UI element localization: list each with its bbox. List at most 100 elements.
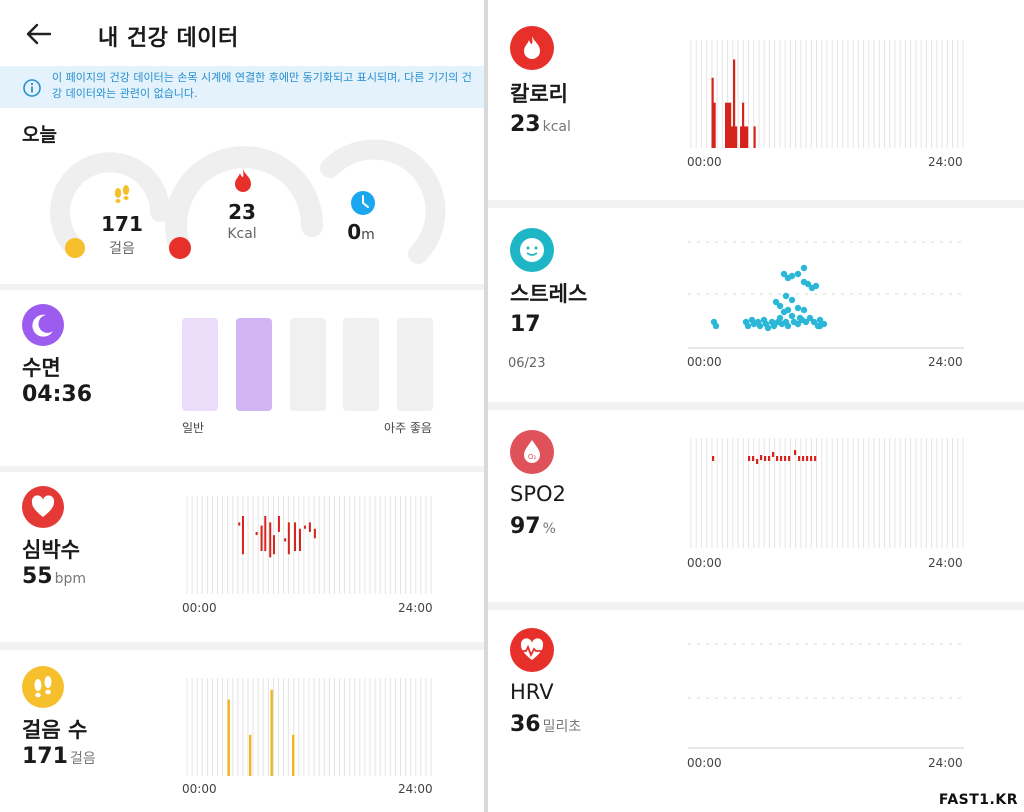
sleep-scale-high: 아주 좋음 — [384, 421, 432, 435]
stress-point — [806, 314, 814, 322]
footprints-icon — [22, 666, 64, 708]
heart-bar — [255, 531, 258, 536]
clock-gauge-icon — [350, 190, 376, 220]
spo2-icon-text: O₂ — [528, 453, 537, 461]
stress-point — [712, 322, 720, 330]
sleep-value: 04:36 — [22, 382, 93, 407]
left-pane: 내 건강 데이터 이 페이지의 건강 데이터는 손목 시계에 연결한 후에만 동… — [0, 0, 484, 812]
steps-bar — [249, 734, 252, 776]
calories-card[interactable]: 칼로리 23 kcal 00:00 24:00 — [488, 0, 1024, 200]
stress-chart — [688, 241, 964, 349]
heart-bar — [294, 522, 297, 552]
heart-x-end: 24:00 — [398, 601, 433, 615]
stress-point — [802, 318, 810, 326]
steps-gauge-icon — [112, 184, 132, 210]
steps-gauge-unit: 걸음 — [109, 241, 135, 257]
sleep-scale-low: 일반 — [182, 421, 205, 435]
calories-bar — [729, 102, 732, 148]
spo2-value: 97% — [510, 514, 556, 539]
spo2-x-end: 24:00 — [928, 556, 963, 570]
heart-bar — [284, 538, 287, 542]
calories-bar — [733, 59, 736, 148]
steps-x-start: 00:00 — [182, 782, 217, 796]
calories-bar — [744, 126, 747, 148]
stress-x-end: 24:00 — [928, 355, 963, 369]
stress-point — [800, 306, 808, 314]
today-summary-card[interactable]: 오늘 171 걸음 23 Kcal 0m — [0, 108, 484, 284]
calories-bar — [711, 77, 714, 148]
heart-bar — [303, 525, 306, 529]
stress-point — [788, 272, 796, 280]
stress-x-start: 00:00 — [687, 355, 722, 369]
steps-gauge-knob — [65, 238, 85, 258]
spo2-chart — [690, 438, 964, 548]
calories-gauge-unit: Kcal — [227, 226, 257, 242]
sleep-card[interactable]: 수면 04:36 일반 아주 좋음 — [0, 290, 484, 466]
stress-point — [772, 298, 780, 306]
sleep-bar — [397, 318, 433, 411]
calories-bar — [740, 126, 743, 148]
steps-gauge-value: 171 — [101, 212, 143, 236]
spo2-title: SPO2 — [510, 482, 566, 506]
spo2-mark — [780, 456, 783, 461]
sleep-title: 수면 — [22, 356, 61, 380]
heart-x-start: 00:00 — [182, 601, 217, 615]
stress-point — [782, 292, 790, 300]
stress-point — [796, 314, 804, 322]
sleep-bar — [343, 318, 379, 411]
hrv-title: HRV — [510, 680, 554, 704]
heart-bar — [269, 522, 272, 558]
activity-gauges — [50, 139, 446, 264]
steps-card[interactable]: 걸음 수 171 걸음 00:00 24:00 — [0, 650, 484, 812]
app-header: 내 건강 데이터 — [0, 0, 484, 66]
stress-point — [816, 322, 824, 330]
stress-point — [804, 280, 812, 288]
calories-bar — [746, 126, 749, 148]
heart-rate-chart — [186, 496, 432, 594]
calories-gauge-knob — [169, 237, 191, 259]
heart-icon — [22, 486, 64, 528]
heart-title: 심박수 — [22, 538, 80, 562]
spo2-card[interactable]: O₂ SPO2 97% 00:00 24:00 — [488, 410, 1024, 602]
heart-bar — [308, 522, 311, 532]
spo2-mark — [764, 456, 767, 461]
hrv-card[interactable]: HRV 36 밀리초 00:00 24:00 — [488, 610, 1024, 812]
hrv-value: 36 밀리초 — [510, 712, 582, 737]
calories-bar — [742, 102, 745, 148]
spo2-mark — [794, 450, 797, 455]
calories-bar — [731, 126, 734, 148]
spo2-mark — [784, 456, 787, 461]
steps-bar — [227, 699, 230, 776]
stress-point — [780, 270, 788, 278]
heart-bar — [264, 516, 267, 552]
watermark: FAST1.KR — [938, 792, 1018, 808]
back-arrow-icon[interactable] — [24, 20, 54, 48]
stress-point — [756, 322, 764, 330]
calories-title: 칼로리 — [510, 82, 568, 106]
smiley-face-icon — [510, 228, 554, 272]
stress-point — [776, 302, 784, 310]
spo2-mark — [788, 456, 791, 461]
heart-bar — [272, 535, 275, 555]
heart-bar — [241, 516, 244, 555]
spo2-mark — [776, 456, 779, 461]
blood-drop-icon: O₂ — [510, 430, 554, 474]
stress-card[interactable]: 스트레스 17 06/23 00:00 24:00 — [488, 208, 1024, 402]
stress-point — [788, 312, 796, 320]
right-pane: 칼로리 23 kcal 00:00 24:00 스트레스 17 06/23 00:… — [488, 0, 1024, 812]
steps-chart — [186, 678, 432, 776]
hrv-x-end: 24:00 — [928, 756, 963, 770]
calories-value: 23 kcal — [510, 112, 571, 137]
today-label: 오늘 — [22, 124, 57, 146]
hrv-x-start: 00:00 — [687, 756, 722, 770]
hrv-chart — [688, 643, 964, 749]
heart-rate-card[interactable]: 심박수 55 bpm 00:00 24:00 — [0, 472, 484, 642]
stress-date: 06/23 — [508, 356, 546, 371]
stress-point — [770, 322, 778, 330]
steps-title: 걸음 수 — [22, 718, 88, 742]
notice-text: 이 페이지의 건강 데이터는 손목 시계에 연결한 후에만 동기화되고 표시되며… — [52, 71, 472, 100]
spo2-mark — [810, 456, 813, 461]
info-icon — [22, 78, 42, 102]
heart-value: 55 bpm — [22, 564, 87, 589]
stress-value: 17 — [510, 312, 541, 337]
